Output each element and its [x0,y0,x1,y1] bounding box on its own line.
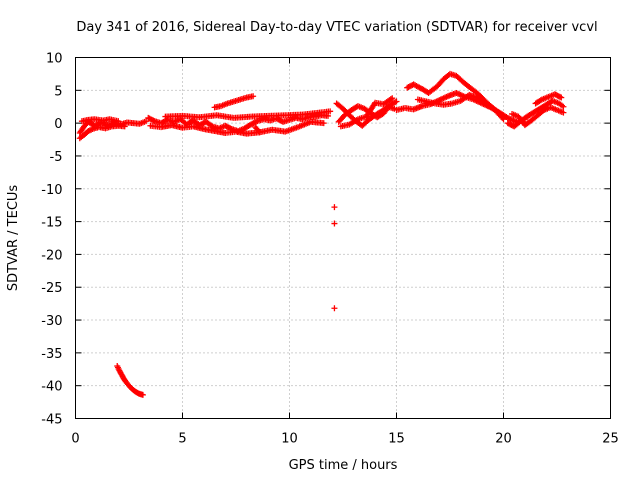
y-axis-label: SDTVAR / TECUs [6,185,21,292]
data-point [115,118,122,125]
y-tick-label: -30 [41,314,62,329]
x-axis-label: GPS time / hours [289,458,398,473]
x-tick-label: 15 [388,432,405,447]
data-point [560,109,567,116]
y-tick-label: -35 [41,347,62,362]
data-point [255,128,262,135]
series-band-12-15h-c [337,95,396,130]
y-tick-label: 10 [46,52,63,67]
series-band-20-23h-b [509,104,567,129]
x-tick-label: 25 [602,432,619,447]
data-point [331,204,338,211]
series-early-negative-trace [114,362,146,398]
data-point [558,94,565,101]
y-tick-label: -5 [50,150,63,165]
x-tick-label: 10 [281,432,298,447]
y-tick-label: -20 [41,248,62,263]
y-tick-label: -25 [41,281,62,296]
data-point [320,120,327,127]
data-point [150,117,157,124]
data-point [556,93,563,100]
y-tick-label: 5 [54,84,62,99]
y-tick-label: -40 [41,380,62,395]
x-tick-label: 20 [495,432,512,447]
data-point [139,391,146,398]
x-tick-label: 0 [71,432,79,447]
y-tick-label: -45 [41,413,62,428]
series-arc-16-20h-b [414,91,507,123]
series-band-20-23h-c [532,91,565,107]
data-point [331,220,338,227]
data-point [256,129,263,136]
x-tick-label: 5 [178,432,186,447]
data-point [331,305,338,312]
y-tick-labels: 10 5 0 -5 -10 -15 -20 -25 -30 -35 -40 -45 [41,52,62,428]
series-base-band-1-low [76,122,128,142]
data-point [499,114,506,121]
series-dip-8.5h [252,124,263,136]
y-tick-label: -15 [41,216,62,231]
data-point [560,103,567,110]
data-point [500,116,507,123]
series-base-band-2-low [147,118,327,137]
series-base-band-1-high [78,116,122,125]
data-point [253,118,260,125]
series-arc-6-8h [211,93,257,111]
plot-frame [75,57,611,419]
data-point [250,93,257,100]
data-point [143,118,150,125]
series-base-band-2-high [162,108,334,121]
series-outliers-12h [331,204,338,312]
data-points [76,70,567,398]
data-point [392,99,399,106]
series-band-15-20h [393,89,528,125]
data-point [389,95,396,102]
data-point [121,123,128,130]
data-point [327,108,334,115]
x-tick-labels: 0 5 10 15 20 25 [71,432,618,447]
data-point [393,98,400,105]
y-tick-label: -10 [41,183,62,198]
chart-title: Day 341 of 2016, Sidereal Day-to-day VTE… [76,20,597,35]
y-tick-label: 0 [54,117,62,132]
